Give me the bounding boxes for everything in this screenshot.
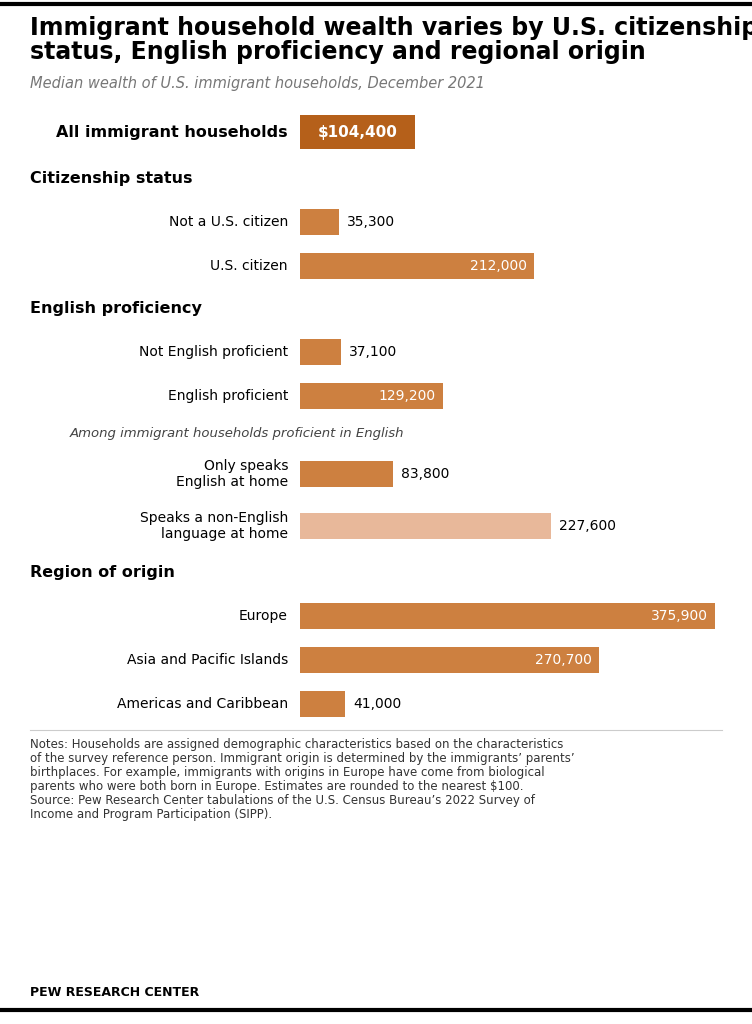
Text: Americas and Caribbean: Americas and Caribbean — [117, 697, 288, 711]
Text: 129,200: 129,200 — [378, 389, 435, 403]
Text: 212,000: 212,000 — [470, 259, 527, 273]
Text: 227,600: 227,600 — [559, 519, 617, 534]
Text: Region of origin: Region of origin — [30, 565, 175, 581]
Text: 83,800: 83,800 — [401, 467, 449, 481]
Text: Not a U.S. citizen: Not a U.S. citizen — [168, 215, 288, 229]
Text: Source: Pew Research Center tabulations of the U.S. Census Bureau’s 2022 Survey : Source: Pew Research Center tabulations … — [30, 794, 535, 807]
Text: Notes: Households are assigned demographic characteristics based on the characte: Notes: Households are assigned demograph… — [30, 738, 563, 751]
Text: $104,400: $104,400 — [317, 125, 398, 139]
Text: of the survey reference person. Immigrant origin is determined by the immigrants: of the survey reference person. Immigran… — [30, 752, 575, 765]
Text: All immigrant households: All immigrant households — [56, 125, 288, 139]
Text: 37,100: 37,100 — [349, 345, 397, 359]
Text: Only speaks
English at home: Only speaks English at home — [176, 459, 288, 489]
Text: 35,300: 35,300 — [347, 215, 395, 229]
Text: 41,000: 41,000 — [353, 697, 402, 711]
Text: birthplaces. For example, immigrants with origins in Europe have come from biolo: birthplaces. For example, immigrants wit… — [30, 766, 544, 779]
Text: parents who were both born in Europe. Estimates are rounded to the nearest $100.: parents who were both born in Europe. Es… — [30, 780, 523, 793]
Bar — [300, 339, 341, 365]
Bar — [300, 461, 393, 487]
Text: Citizenship status: Citizenship status — [30, 171, 193, 186]
Text: status, English proficiency and regional origin: status, English proficiency and regional… — [30, 40, 646, 63]
Text: Among immigrant households proficient in English: Among immigrant households proficient in… — [70, 427, 405, 439]
Text: Not English proficient: Not English proficient — [139, 345, 288, 359]
Text: Median wealth of U.S. immigrant households, December 2021: Median wealth of U.S. immigrant househol… — [30, 76, 485, 91]
Bar — [300, 603, 715, 629]
Bar — [300, 115, 415, 150]
Bar — [300, 209, 339, 234]
Text: PEW RESEARCH CENTER: PEW RESEARCH CENTER — [30, 985, 199, 998]
Bar — [300, 647, 599, 673]
Text: English proficiency: English proficiency — [30, 301, 202, 316]
Bar — [300, 383, 443, 409]
Text: Speaks a non-English
language at home: Speaks a non-English language at home — [140, 511, 288, 541]
Text: Europe: Europe — [239, 609, 288, 623]
Text: 270,700: 270,700 — [535, 653, 592, 667]
Text: Asia and Pacific Islands: Asia and Pacific Islands — [127, 653, 288, 667]
Text: Immigrant household wealth varies by U.S. citizenship: Immigrant household wealth varies by U.S… — [30, 16, 752, 40]
Bar — [300, 513, 551, 539]
Bar — [300, 691, 345, 717]
Text: English proficient: English proficient — [168, 389, 288, 403]
Text: 375,900: 375,900 — [651, 609, 708, 623]
Text: Income and Program Participation (SIPP).: Income and Program Participation (SIPP). — [30, 808, 272, 821]
Text: U.S. citizen: U.S. citizen — [211, 259, 288, 273]
Bar — [300, 253, 534, 279]
